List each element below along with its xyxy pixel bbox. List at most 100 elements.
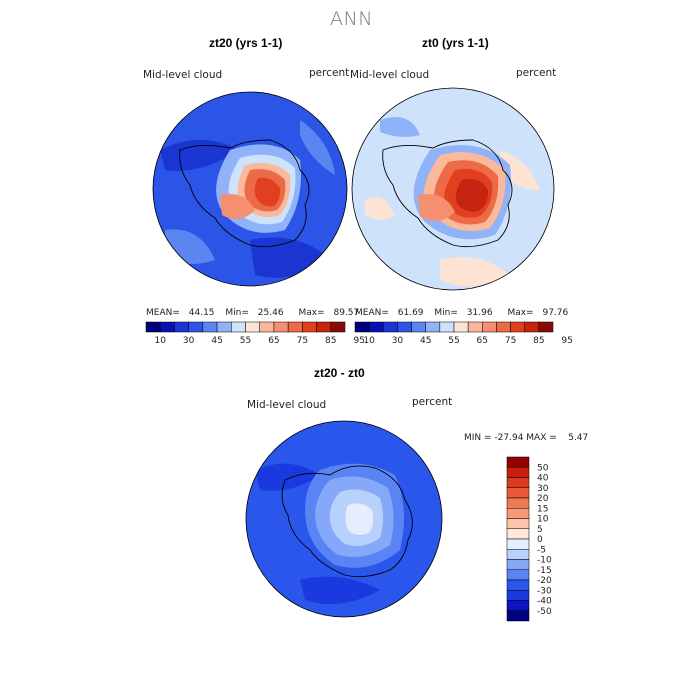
panel-title-difference: zt20 - zt0 (314, 366, 365, 380)
colorbar-zt0: 10 30 45 55 65 75 85 95 (354, 321, 573, 346)
colorbar-difference-swatch (506, 467, 530, 478)
mean-value: 61.69 (397, 308, 424, 318)
colorbar-zt0-tick-label: 65 (477, 336, 488, 346)
colorbar-difference-swatch (506, 579, 530, 591)
colorbar-zt20-tick-label: 10 (154, 336, 166, 346)
colorbar-difference-swatch (506, 487, 530, 499)
colorbar-difference-swatch (506, 569, 530, 581)
colorbar-zt0-tick-label: 30 (392, 336, 404, 346)
colorbar-zt20-swatch (159, 321, 175, 333)
colorbar-zt20-swatch (202, 321, 218, 333)
colorbar-zt20-tick-label: 45 (211, 336, 222, 346)
polar-map-difference (245, 420, 443, 618)
colorbar-difference-swatch (506, 549, 530, 560)
main-title: ANN (330, 8, 373, 30)
colorbar-zt0-swatch (453, 321, 469, 333)
difference-minmax: MIN = -27.94 MAX = 5.47 (464, 433, 589, 443)
colorbar-difference-tick-label: -30 (537, 586, 552, 596)
polar-map-zt20 (152, 91, 348, 287)
colorbar-difference-tick-label: 0 (537, 535, 543, 545)
colorbar-zt20-swatch (145, 321, 161, 333)
colorbar-difference-tick-label: -50 (537, 607, 552, 617)
colorbar-zt20-tick-label: 55 (240, 336, 251, 346)
colorbar-zt0-swatch (397, 321, 412, 333)
colorbar-zt20-swatch (188, 321, 204, 333)
colorbar-difference-tick-label: 15 (537, 504, 548, 514)
colorbar-zt0-swatch (482, 321, 497, 333)
colorbar-zt0-tick-label: 45 (420, 336, 431, 346)
colorbar-zt20-tick-label: 75 (297, 336, 308, 346)
mean-value: 44.15 (188, 308, 215, 318)
max-label: Max= (298, 308, 325, 318)
colorbar-difference-tick-label: -10 (537, 556, 552, 566)
colorbar-zt20-swatch (174, 321, 189, 333)
colorbar-difference-tick-label: 5 (537, 525, 543, 535)
colorbar-difference-tick-label: -20 (537, 576, 552, 586)
units-label-zt0: percent (516, 67, 557, 79)
panel-title-zt0: zt0 (yrs 1-1) (422, 36, 489, 50)
colorbar-difference-tick-label: 50 (537, 463, 549, 473)
colorbar-zt20-swatch (259, 321, 275, 333)
colorbar-zt0-swatch (354, 321, 370, 333)
max-label: Max= (507, 308, 534, 318)
colorbar-difference-tick-label: -5 (537, 545, 546, 555)
colorbar-difference-swatch (506, 497, 530, 509)
mean-label: MEAN= (355, 308, 389, 318)
colorbar-zt20: 10 30 45 55 65 75 85 95 (145, 321, 365, 346)
colorbar-difference-tick-label: 10 (537, 515, 549, 525)
colorbar-difference-swatch (506, 590, 530, 601)
colorbar-zt20-swatch (316, 321, 332, 333)
colorbar-difference-swatch (506, 538, 530, 550)
mean-label: MEAN= (146, 308, 180, 318)
colorbar-zt20-swatch (302, 321, 317, 333)
colorbar-zt0-swatch (383, 321, 398, 333)
colorbar-difference-tick-label: -40 (537, 597, 552, 607)
variable-label-difference: Mid-level cloud (247, 399, 327, 411)
stats-zt0: MEAN= 61.69 Min= 31.96 Max= 97.76 (355, 308, 568, 318)
colorbar-zt20-swatch (245, 321, 260, 333)
colorbar-zt0-tick-label: 55 (448, 336, 459, 346)
colorbar-zt20-tick-label: 30 (183, 336, 195, 346)
colorbar-difference-swatch (506, 610, 530, 622)
max-value: 89.57 (333, 308, 360, 318)
colorbar-difference-tick-label: 20 (537, 494, 549, 504)
colorbar-difference-swatch (506, 508, 530, 519)
panel-title-zt20: zt20 (yrs 1-1) (209, 36, 283, 50)
colorbar-zt0-swatch (496, 321, 511, 333)
colorbar-difference-tick-label: 30 (537, 484, 549, 494)
colorbar-zt0-swatch (425, 321, 441, 333)
colorbar-zt20-tick-label: 95 (353, 336, 364, 346)
colorbar-zt0-tick-label: 85 (533, 336, 544, 346)
min-label: Min= (225, 308, 249, 318)
min-value: 31.96 (466, 308, 493, 318)
colorbar-difference-tick-label: -15 (537, 566, 552, 576)
variable-label-zt20: Mid-level cloud (143, 69, 223, 81)
colorbar-zt20-tick-label: 65 (268, 336, 279, 346)
colorbar-zt0-tick-label: 95 (561, 336, 572, 346)
colorbar-zt20-swatch (231, 321, 246, 333)
units-label-zt20: percent (309, 67, 350, 79)
stats-zt20: MEAN= 44.15 Min= 25.46 Max= 89.57 (146, 308, 359, 318)
colorbar-zt0-swatch (510, 321, 525, 333)
colorbar-difference-swatch (506, 600, 530, 611)
colorbar-zt20-swatch (216, 321, 232, 333)
variable-label-zt0: Mid-level cloud (350, 69, 430, 81)
colorbar-zt20-swatch (330, 321, 346, 333)
colorbar-zt20-swatch (273, 321, 289, 333)
colorbar-difference-swatch (506, 477, 530, 488)
max-value: 97.76 (542, 308, 569, 318)
colorbar-zt0-tick-label: 10 (363, 336, 375, 346)
colorbar-zt0-tick-label: 75 (505, 336, 516, 346)
colorbar-zt0-swatch (467, 321, 483, 333)
min-label: Min= (434, 308, 458, 318)
polar-map-zt0 (351, 87, 555, 291)
colorbar-difference-tick-label: 40 (537, 474, 549, 484)
colorbar-zt0-swatch (411, 321, 426, 333)
colorbar-difference-swatch (506, 518, 530, 529)
colorbar-difference-swatch (506, 456, 530, 468)
colorbar-zt20-swatch (287, 321, 303, 333)
colorbar-zt0-swatch (439, 321, 455, 333)
colorbar-zt0-swatch (524, 321, 540, 333)
